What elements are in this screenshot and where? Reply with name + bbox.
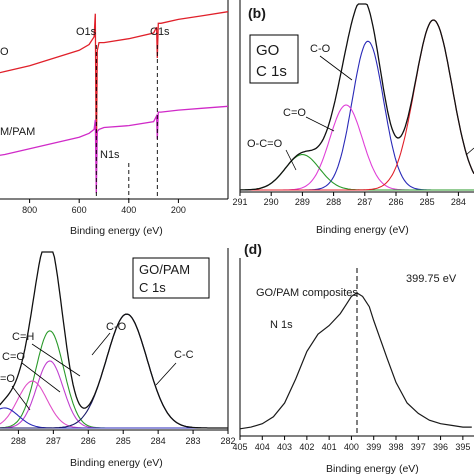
- c-tick-label: 287: [46, 436, 61, 446]
- panel-a-peak-label-o1s: O1s: [76, 26, 97, 38]
- panel-c-component-3: [0, 407, 228, 429]
- b-tick-label: 286: [388, 197, 403, 207]
- panel-a-spectrum-label-gopam: M/PAM: [0, 126, 35, 138]
- panel-d-series-0: [239, 292, 472, 430]
- panel-c-pointer-cc: [155, 362, 177, 386]
- c-tick-label: 286: [81, 436, 96, 446]
- panel-b-legend-box: [249, 34, 299, 84]
- panel-c-component-2: [0, 380, 228, 429]
- panel-b-pointer-cdo: [305, 116, 335, 132]
- panel-d-x-ticks: 405 404 403 402 401 400 399 398 397 396 395: [232, 436, 470, 452]
- panel-b-fit-curves: [239, 3, 474, 191]
- panel-c-label-cdo: C=O: [2, 351, 25, 363]
- panel-b-pointer-cc: [465, 147, 474, 156]
- d-tick-label: 398: [388, 442, 403, 452]
- c-tick-label: 282: [220, 436, 235, 446]
- b-tick-label: 291: [232, 197, 247, 207]
- panel-a-x-axis-label: Binding energy (eV): [70, 225, 163, 237]
- panel-c-component-1: [0, 360, 228, 429]
- a-tick-label: 200: [171, 205, 186, 215]
- d-tick-label: 402: [299, 442, 314, 452]
- panel-c-x-ticks: 289288287286285284283282: [11, 430, 236, 446]
- panel-a-series-1: [0, 105, 229, 194]
- panel-b-label: (b): [248, 5, 266, 21]
- panel-d-spectrum: [239, 268, 472, 436]
- panel-a-spectrum-label-go: O: [0, 46, 9, 58]
- panel-b-label-c-double-o: C=O: [283, 107, 306, 119]
- c-tick-label: 285: [116, 436, 131, 446]
- panel-b-label-co: C-O: [310, 43, 331, 55]
- panel-b-envelope: [239, 3, 474, 191]
- panel-b-box-line1: GO: [256, 42, 279, 59]
- panel-c-x-axis-label: Binding energy (eV): [70, 457, 163, 469]
- panel-c-fit-curves: [0, 251, 228, 429]
- d-tick-label: 401: [322, 442, 337, 452]
- panel-b-x-axis-label: Binding energy (eV): [316, 224, 409, 236]
- b-tick-label: 290: [264, 197, 279, 207]
- b-tick-label: 288: [326, 197, 341, 207]
- panel-c-label-do: =O: [0, 373, 15, 385]
- d-tick-label: 395: [455, 442, 470, 452]
- panel-c-box-line2: C 1s: [139, 280, 166, 295]
- c-tick-label: 284: [151, 436, 166, 446]
- panel-c-label-cc: C-C: [174, 349, 194, 361]
- d-tick-label: 396: [433, 442, 448, 452]
- panel-b-x-ticks: 291 290 289 288 287 286 285 284: [232, 192, 466, 207]
- panel-b-component-2: [239, 154, 474, 191]
- d-tick-label: 397: [411, 442, 426, 452]
- panel-c-envelope: [0, 251, 228, 429]
- panel-c-pointer-do: [11, 385, 31, 411]
- panel-d-label: (d): [244, 241, 262, 257]
- d-tick-label: 400: [344, 442, 359, 452]
- panel-a-spectra-lines: [0, 11, 229, 199]
- panel-b-box-line2: C 1s: [256, 63, 287, 80]
- b-tick-label: 287: [357, 197, 372, 207]
- panel-a-peak-label-c1s: C1s: [150, 26, 170, 38]
- panel-a-series-0: [0, 11, 229, 169]
- b-tick-label: 285: [420, 197, 435, 207]
- panel-c-pointer-cdo: [21, 362, 61, 393]
- panel-a-peak-label-n1s: N1s: [100, 149, 120, 161]
- panel-c-gopam-c1s: 289288287286285284283282 GO/PAM C 1s C-O…: [0, 248, 236, 469]
- panel-d-x-axis-label: Binding energy (eV): [326, 463, 419, 474]
- panel-c-label-ch: C=H: [12, 331, 34, 343]
- panel-c-legend-box: [132, 257, 210, 299]
- a-tick-label: 800: [22, 205, 37, 215]
- panel-b-pointer-co: [319, 55, 353, 81]
- panel-c-box-line1: GO/PAM: [139, 262, 190, 277]
- d-tick-label: 399: [366, 442, 381, 452]
- a-tick-label: 400: [121, 205, 136, 215]
- panel-d-gopam-n1s: 405 404 403 402 401 400 399 398 397 396 395 (d) GO…: [232, 241, 474, 474]
- d-tick-label: 404: [255, 442, 270, 452]
- panel-b-label-ocdo: O-C=O: [247, 138, 283, 150]
- panel-b-pointer-ocdo: [285, 149, 297, 171]
- c-tick-label: 288: [11, 436, 26, 446]
- b-tick-label: 289: [295, 197, 310, 207]
- panel-d-subtitle-text: N 1s: [270, 319, 293, 331]
- a-tick-label: 600: [72, 205, 87, 215]
- panel-c-pointer-ch: [31, 343, 81, 377]
- panel-a-survey-spectra: 800 600 400 200 O M/PAM O1s C1s N1s Binding…: [0, 0, 229, 237]
- panel-a-x-ticks: 800 600 400 200: [22, 199, 186, 215]
- d-tick-label: 405: [232, 442, 247, 452]
- panel-d-title-text: GO/PAM composites: [256, 287, 358, 299]
- panel-c-label-co: C-O: [106, 321, 127, 333]
- panel-b-go-c1s: 291 290 289 288 287 286 285 284 (b) GO C 1s C-O…: [232, 0, 474, 236]
- panel-c-pointer-co: [91, 332, 111, 356]
- b-tick-label: 284: [451, 197, 466, 207]
- d-tick-label: 403: [277, 442, 292, 452]
- c-tick-label: 283: [186, 436, 201, 446]
- panel-d-peak-value: 399.75 eV: [406, 273, 457, 285]
